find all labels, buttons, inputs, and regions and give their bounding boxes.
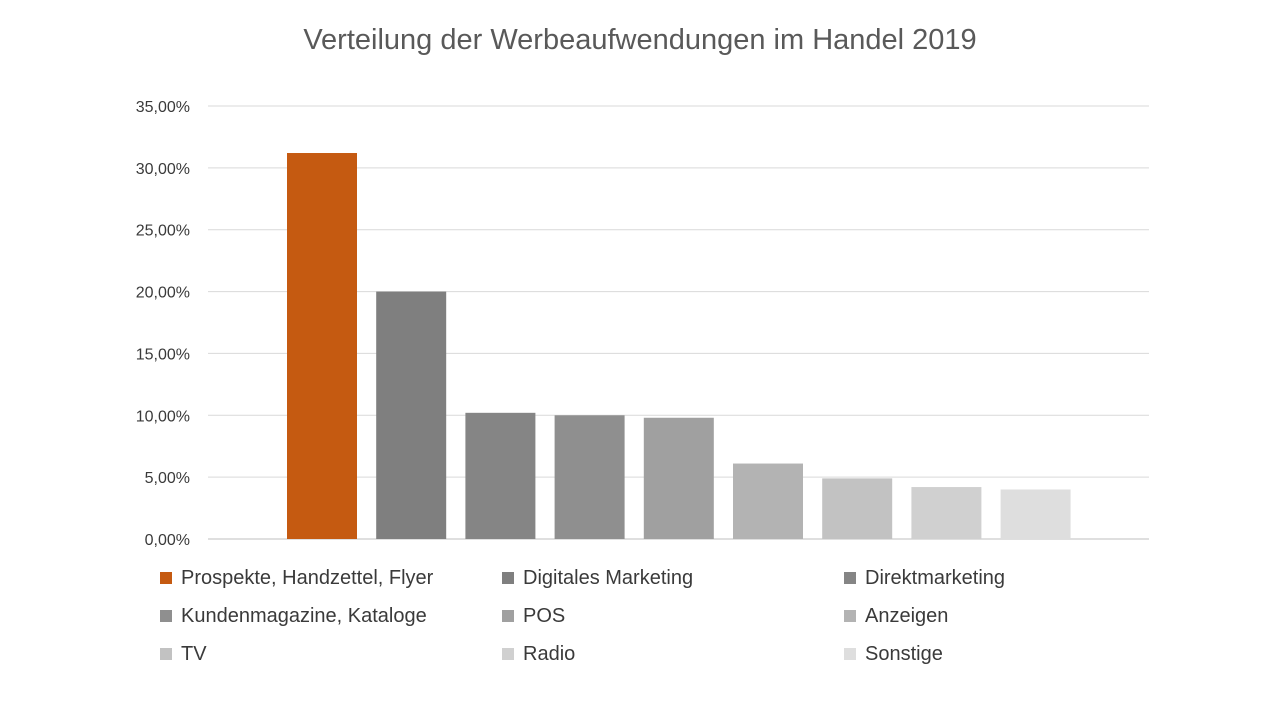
legend-swatch bbox=[160, 610, 172, 622]
bar-1 bbox=[287, 153, 357, 540]
y-tick-label: 25,00% bbox=[136, 223, 190, 240]
y-tick-label: 35,00% bbox=[136, 99, 190, 116]
legend-swatch bbox=[160, 648, 172, 660]
bar-2 bbox=[376, 291, 447, 539]
legend-swatch bbox=[844, 610, 856, 622]
legend-swatch bbox=[502, 648, 514, 660]
bar-5 bbox=[643, 417, 714, 539]
legend: Prospekte, Handzettel, Flyer Digitales Ma… bbox=[160, 566, 1060, 666]
legend-label: TV bbox=[181, 642, 207, 665]
legend-label: Sonstige bbox=[865, 642, 943, 665]
legend-label: Kundenmagazine, Kataloge bbox=[181, 604, 427, 627]
bar-4 bbox=[554, 415, 625, 539]
legend-swatch bbox=[844, 648, 856, 660]
legend-label: Prospekte, Handzettel, Flyer bbox=[181, 566, 434, 589]
legend-swatch bbox=[160, 572, 172, 584]
legend-label: POS bbox=[523, 604, 566, 627]
y-tick-label: 20,00% bbox=[136, 285, 190, 302]
legend-label: Direktmarketing bbox=[865, 566, 1006, 589]
legend-item: Kundenmagazine, Kataloge bbox=[160, 604, 502, 628]
chart-title: Verteilung der Werbeaufwendungen im Hand… bbox=[303, 24, 977, 56]
y-tick-label: 15,00% bbox=[136, 346, 190, 363]
y-tick-label: 5,00% bbox=[145, 470, 190, 487]
legend-item: Sonstige bbox=[844, 642, 1060, 666]
legend-item: POS bbox=[502, 604, 844, 628]
y-tick-label: 10,00% bbox=[136, 408, 190, 425]
bar-7 bbox=[822, 478, 893, 539]
bar-8 bbox=[911, 487, 982, 539]
legend-item: Direktmarketing bbox=[844, 566, 1060, 590]
legend-label: Radio bbox=[523, 642, 576, 665]
bars bbox=[287, 153, 1071, 540]
legend-item: Anzeigen bbox=[844, 604, 1060, 628]
legend-item: Radio bbox=[502, 642, 844, 666]
legend-swatch bbox=[502, 572, 514, 584]
y-tick-label: 0,00% bbox=[145, 532, 190, 549]
legend-label: Anzeigen bbox=[865, 604, 949, 627]
bar-3 bbox=[465, 412, 536, 539]
legend-item: Digitales Marketing bbox=[502, 566, 844, 590]
bar-9 bbox=[1000, 489, 1071, 539]
legend-swatch bbox=[502, 610, 514, 622]
legend-item: TV bbox=[160, 642, 502, 666]
y-tick-label: 30,00% bbox=[136, 161, 190, 178]
y-axis-ticks: 0,00% 5,00% 10,00% 15,00% 20,00% 25,00% 30,00%… bbox=[136, 99, 190, 549]
bar-6 bbox=[733, 463, 803, 539]
legend-label: Digitales Marketing bbox=[523, 566, 694, 589]
legend-item: Prospekte, Handzettel, Flyer bbox=[160, 566, 502, 590]
legend-swatch bbox=[844, 572, 856, 584]
